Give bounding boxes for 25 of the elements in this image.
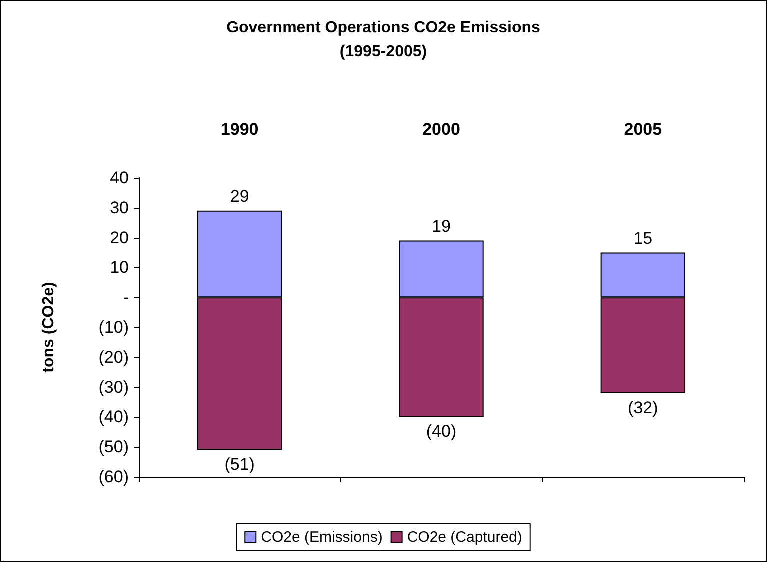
y-tick-label: 30 xyxy=(110,198,129,218)
chart-title: Government Operations CO2e Emissions xyxy=(226,20,541,36)
y-axis-title: tons (CO2e) xyxy=(40,282,58,373)
x-tick-label: 2005 xyxy=(624,120,662,139)
x-tick-label: 1990 xyxy=(220,120,259,139)
data-label: (51) xyxy=(224,455,255,474)
y-tick-label: (60) xyxy=(98,468,129,486)
legend-label: CO2e (Emissions) xyxy=(261,529,383,546)
y-tick-label: (50) xyxy=(98,438,129,457)
data-label: (32) xyxy=(628,398,658,418)
chart-subtitle: (1995-2005) xyxy=(340,44,428,60)
data-label: (40) xyxy=(426,422,457,442)
data-label: 15 xyxy=(634,228,653,248)
y-tick-label: (30) xyxy=(98,378,129,397)
y-tick-label: - xyxy=(123,288,129,308)
y-tick-label: 40 xyxy=(110,168,129,188)
legend-label: CO2e (Captured) xyxy=(407,529,522,546)
x-tick-label: 2000 xyxy=(422,120,460,139)
y-tick-label: (10) xyxy=(98,318,129,337)
y-tick-label: 20 xyxy=(110,228,129,248)
data-label: 19 xyxy=(432,216,451,236)
y-tick-label: (20) xyxy=(98,348,129,367)
data-label: 29 xyxy=(230,186,250,206)
y-tick-label: (40) xyxy=(98,408,129,427)
y-tick-label: 10 xyxy=(110,258,129,278)
